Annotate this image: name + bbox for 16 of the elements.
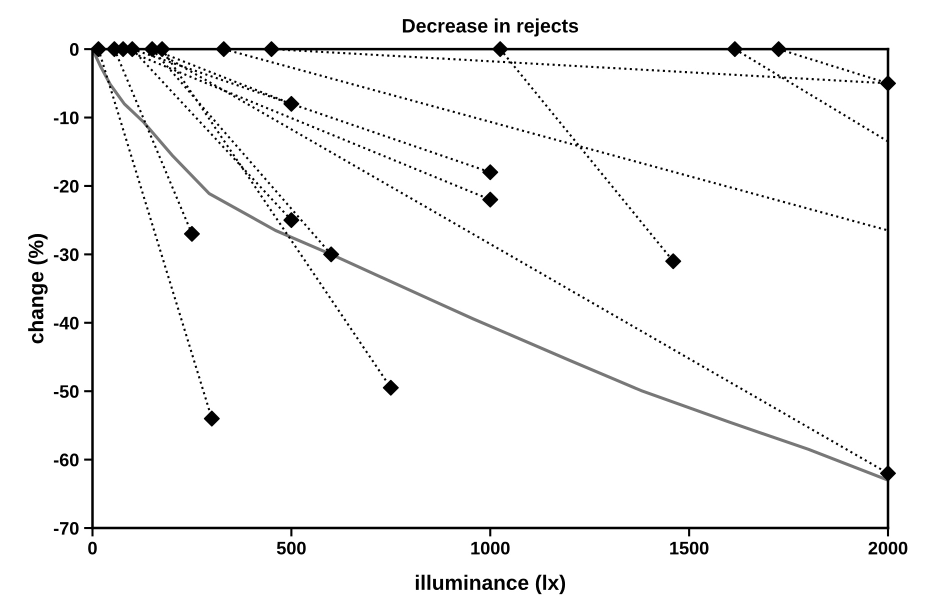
x-tick-label: 0 — [88, 542, 97, 554]
x-tick-label: 2000 — [868, 542, 908, 554]
x-axis-title: illuminance (lx) — [416, 574, 566, 594]
y-axis-title: change (%) — [28, 234, 48, 344]
y-tick-label: -50 — [54, 385, 79, 398]
x-tick-label: 1000 — [471, 542, 510, 554]
y-tick-label: -20 — [54, 180, 79, 193]
x-tick-label: 1500 — [670, 542, 708, 554]
y-tick-label: -60 — [54, 454, 79, 466]
y-tick-label: -70 — [54, 522, 79, 535]
y-tick-label: -30 — [54, 248, 79, 262]
y-tick-label: 0 — [70, 43, 79, 56]
y-tick-label: -10 — [54, 111, 79, 124]
y-tick-label: -40 — [54, 316, 79, 330]
chart-title: Decrease in rejects — [402, 18, 578, 36]
x-tick-label: 500 — [276, 542, 306, 554]
